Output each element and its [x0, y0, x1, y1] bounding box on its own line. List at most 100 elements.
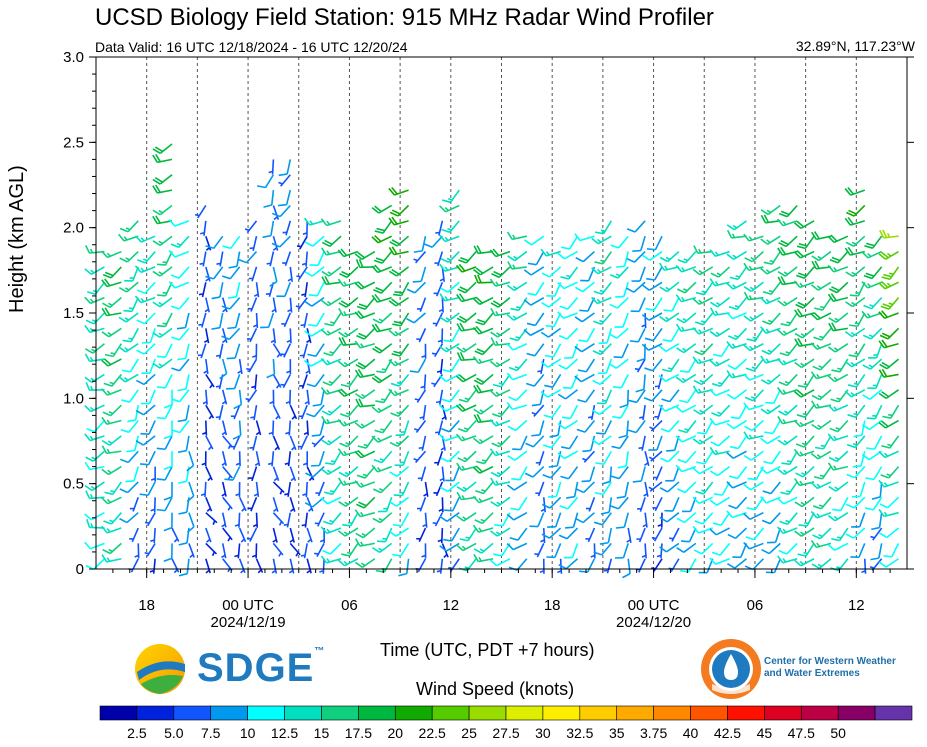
- barb-half: [399, 461, 405, 464]
- barb-flag: [878, 392, 887, 400]
- barb-flag: [489, 448, 497, 456]
- barb-flag: [694, 350, 703, 356]
- barb-flag: [814, 260, 820, 269]
- barb-flag: [827, 514, 836, 522]
- barb-half: [816, 403, 820, 408]
- barb-flag: [713, 493, 723, 496]
- wind-barb: [880, 466, 900, 479]
- wind-barb: [417, 297, 427, 312]
- wind-barb: [440, 435, 446, 451]
- wind-barb: [548, 451, 562, 468]
- barb-half: [439, 477, 445, 482]
- barb-half: [714, 310, 719, 316]
- barb-half: [206, 538, 211, 543]
- barb-staff: [859, 481, 866, 497]
- barb-staff: [320, 389, 325, 405]
- barb-flag: [389, 441, 399, 447]
- barb-flag: [171, 398, 180, 403]
- barb-half: [301, 523, 306, 527]
- barb-flag: [456, 317, 465, 324]
- barb-half: [274, 446, 279, 451]
- barb-staff: [753, 527, 765, 541]
- barb-staff: [601, 542, 612, 556]
- barb-staff: [687, 358, 697, 373]
- wind-barb: [119, 512, 139, 524]
- colorbar-tick-label: 42.5: [714, 725, 741, 741]
- wind-barb: [186, 512, 195, 533]
- wind-barb: [170, 297, 190, 310]
- barb-half: [534, 553, 539, 556]
- barb-staff: [213, 235, 224, 249]
- barb-flag: [827, 462, 834, 471]
- wind-barb: [827, 462, 849, 471]
- barb-flag: [391, 268, 400, 275]
- barb-flag: [593, 290, 603, 295]
- barb-staff: [568, 466, 579, 480]
- barb-staff: [520, 435, 528, 450]
- barb-staff: [548, 297, 562, 308]
- barb-half: [240, 538, 245, 543]
- barb-staff: [683, 542, 697, 553]
- barb-half: [868, 364, 874, 368]
- barb-flag: [547, 526, 556, 528]
- wind-barb: [188, 543, 195, 559]
- wind-barb: [422, 512, 428, 528]
- barb-flag: [563, 556, 573, 559]
- wind-barb: [811, 231, 832, 241]
- wind-barb: [510, 496, 528, 511]
- wind-barb: [593, 281, 612, 295]
- barb-flag: [338, 471, 347, 478]
- barb-half: [378, 517, 383, 522]
- barb-flag: [508, 366, 518, 372]
- wind-barb: [865, 466, 883, 481]
- wind-barb: [442, 358, 460, 373]
- barb-half: [820, 444, 826, 448]
- barb-flag: [574, 345, 583, 353]
- barb-flag: [337, 530, 346, 537]
- wind-barb: [713, 481, 731, 496]
- wind-barb: [101, 250, 122, 259]
- barb-flag: [882, 303, 892, 308]
- barb-half: [394, 330, 399, 335]
- wind-barb: [205, 497, 213, 512]
- barb-half: [108, 411, 114, 415]
- wind-barb: [101, 525, 122, 534]
- wind-barb: [811, 260, 832, 270]
- wind-barb: [591, 296, 612, 305]
- wind-barb: [697, 420, 714, 435]
- wind-barb: [614, 312, 629, 328]
- wind-barb: [726, 250, 747, 261]
- barb-staff: [178, 358, 190, 372]
- barb-staff: [539, 389, 545, 405]
- barb-flag: [321, 439, 330, 446]
- barb-half: [642, 523, 647, 528]
- cw3e-logo: Center for Western Weather and Water Ext…: [700, 636, 910, 702]
- wind-barb: [320, 357, 342, 366]
- wind-barb: [585, 497, 596, 512]
- barb-half: [271, 308, 276, 313]
- wind-barb: [455, 433, 477, 442]
- wind-barb: [311, 435, 325, 448]
- barb-half: [749, 286, 755, 291]
- wind-barb: [609, 297, 629, 309]
- wind-barb: [793, 389, 815, 398]
- barb-flag: [276, 295, 285, 298]
- barb-flag: [793, 559, 802, 567]
- barb-flag: [134, 265, 142, 273]
- wind-barb: [204, 297, 210, 313]
- barb-half: [432, 322, 438, 325]
- wind-barb: [372, 343, 393, 354]
- barb-flag: [163, 465, 173, 470]
- barb-flag: [863, 274, 873, 280]
- barb-half: [300, 554, 306, 557]
- barb-half: [329, 351, 334, 354]
- barb-staff: [640, 235, 646, 251]
- wind-barb: [84, 296, 105, 305]
- barb-half: [714, 449, 719, 455]
- wind-barb: [608, 358, 629, 369]
- wind-barb: [812, 496, 832, 510]
- wind-barb: [186, 450, 195, 472]
- barb-flag: [881, 391, 890, 398]
- wind-barb: [575, 250, 595, 263]
- barb-flag: [574, 375, 582, 383]
